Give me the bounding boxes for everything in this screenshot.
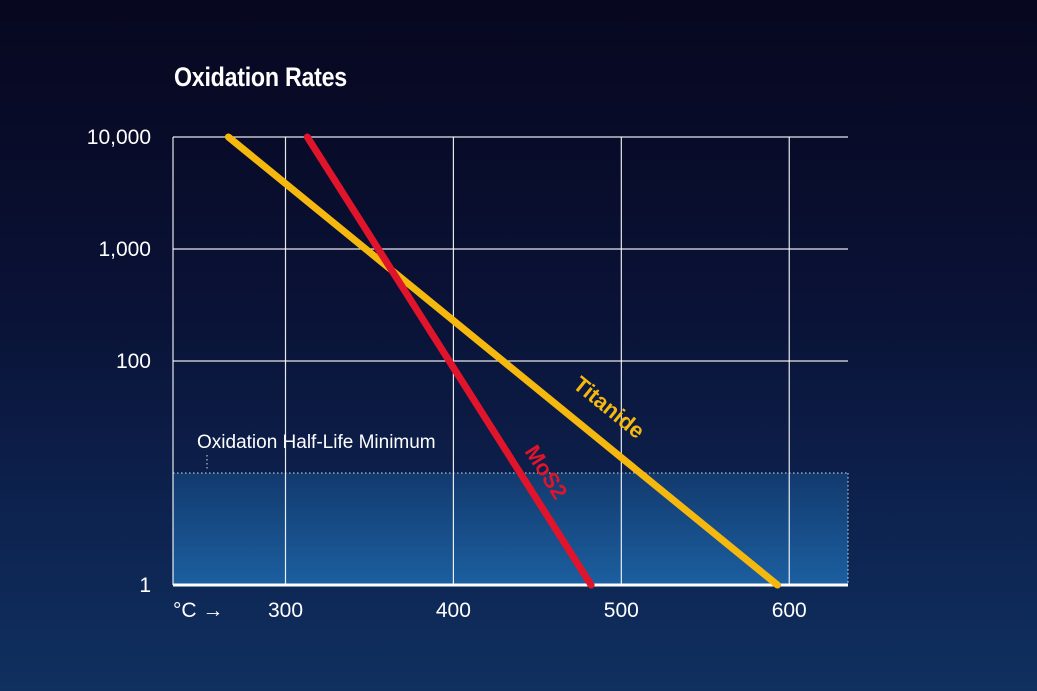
series-label-titanide: Titanide xyxy=(569,371,650,443)
series-line-titanide xyxy=(224,133,781,589)
y-tick-label: 10,000 xyxy=(87,126,151,149)
x-axis-unit-label: °C → xyxy=(173,599,223,622)
series-line-mos2 xyxy=(303,133,595,589)
x-tick-label: 300 xyxy=(268,599,303,622)
half-life-annotation: Oxidation Half-Life Minimum xyxy=(197,432,436,453)
y-tick-label: 1,000 xyxy=(98,238,151,261)
half-life-band xyxy=(173,473,848,585)
x-tick-label: 400 xyxy=(436,599,471,622)
y-tick-label: 100 xyxy=(116,350,151,373)
y-tick-label: 1 xyxy=(139,574,151,597)
chart-title: Oxidation Rates xyxy=(174,62,347,92)
x-tick-label: 500 xyxy=(604,599,639,622)
x-tick-label: 600 xyxy=(772,599,807,622)
